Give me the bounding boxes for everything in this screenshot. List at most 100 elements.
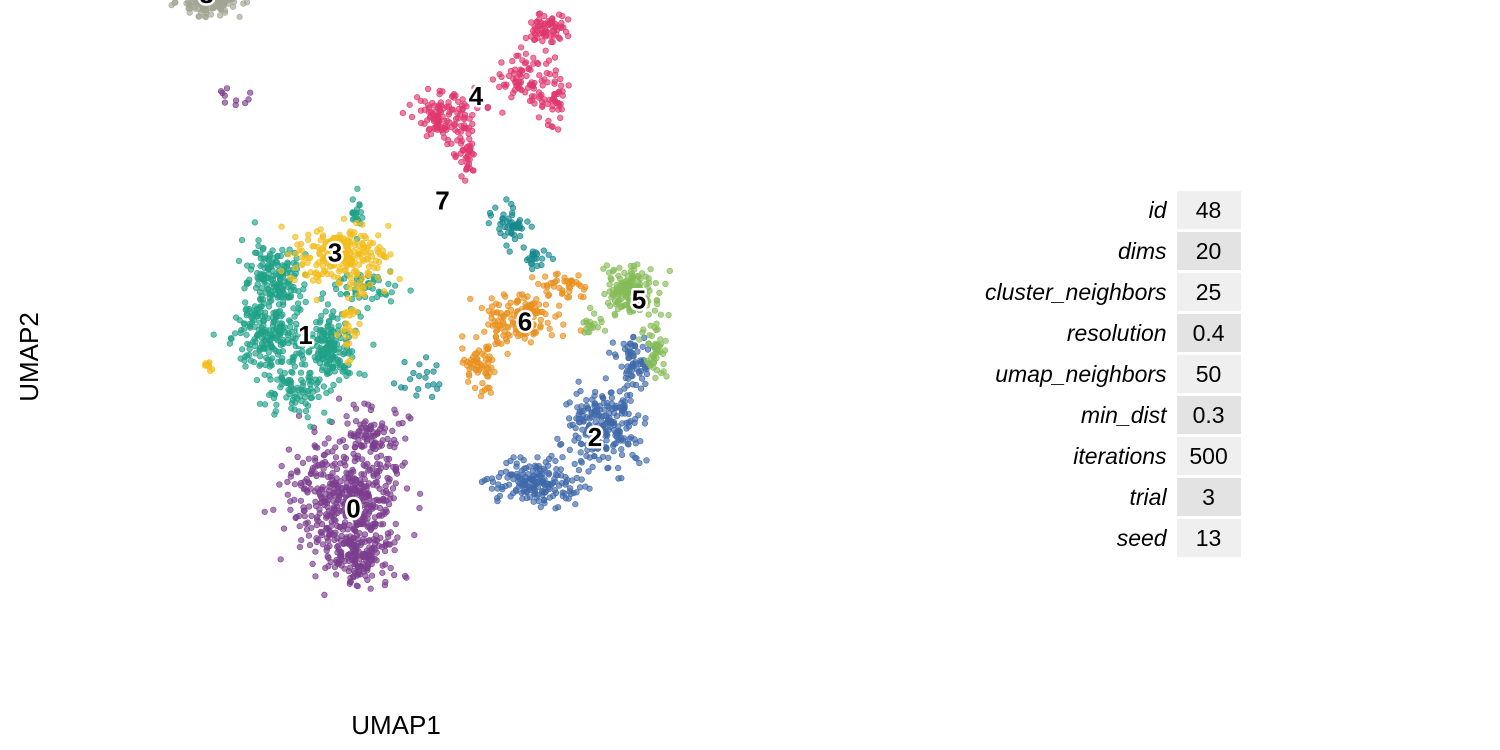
data-point bbox=[625, 441, 632, 448]
data-point bbox=[466, 147, 473, 154]
data-point bbox=[367, 249, 375, 256]
data-point bbox=[320, 258, 327, 265]
data-point bbox=[363, 501, 370, 508]
data-point bbox=[335, 542, 342, 549]
data-point bbox=[277, 368, 284, 375]
data-point bbox=[297, 293, 304, 300]
data-point bbox=[538, 77, 545, 84]
data-point bbox=[387, 564, 394, 572]
data-point bbox=[202, 14, 209, 21]
data-point bbox=[379, 562, 386, 569]
data-point bbox=[383, 254, 390, 261]
data-point bbox=[322, 308, 329, 315]
param-row-trial: trial 3 bbox=[985, 478, 1241, 516]
data-point bbox=[527, 486, 534, 494]
data-point bbox=[262, 362, 269, 369]
data-point bbox=[291, 406, 298, 413]
data-point bbox=[618, 446, 625, 453]
data-point bbox=[556, 284, 563, 292]
param-value: 20 bbox=[1176, 232, 1241, 270]
data-point bbox=[544, 121, 552, 129]
data-point bbox=[251, 219, 258, 226]
data-point bbox=[314, 485, 321, 492]
data-point bbox=[628, 372, 635, 379]
data-point bbox=[569, 421, 576, 428]
data-point bbox=[497, 230, 504, 237]
data-point bbox=[319, 520, 326, 528]
data-point bbox=[501, 328, 508, 336]
data-point bbox=[529, 265, 536, 273]
data-point bbox=[302, 394, 309, 401]
data-point bbox=[537, 472, 544, 479]
data-point bbox=[609, 339, 616, 346]
data-point bbox=[535, 114, 543, 121]
data-point bbox=[270, 260, 277, 267]
data-point bbox=[518, 73, 525, 81]
data-point bbox=[302, 400, 309, 407]
data-point bbox=[316, 506, 323, 513]
data-point bbox=[443, 126, 450, 133]
data-point bbox=[389, 485, 397, 492]
data-point bbox=[645, 298, 652, 305]
data-point bbox=[566, 488, 573, 495]
data-point bbox=[300, 379, 307, 386]
data-point bbox=[583, 397, 590, 404]
data-point bbox=[336, 231, 343, 238]
param-key: iterations bbox=[1073, 442, 1167, 469]
data-point bbox=[564, 32, 572, 40]
data-point bbox=[620, 281, 627, 288]
data-point bbox=[342, 443, 349, 451]
param-row-dims: dims 20 bbox=[985, 232, 1241, 270]
data-point bbox=[399, 109, 407, 117]
data-point bbox=[326, 364, 333, 372]
data-point bbox=[527, 339, 535, 346]
data-point bbox=[377, 521, 384, 528]
cluster-5-points bbox=[580, 261, 673, 382]
data-point bbox=[529, 468, 537, 475]
data-point bbox=[312, 455, 319, 462]
data-point bbox=[357, 209, 365, 216]
data-point bbox=[253, 377, 260, 384]
data-point bbox=[369, 572, 376, 579]
data-point bbox=[413, 392, 420, 399]
data-point bbox=[589, 324, 597, 331]
data-point bbox=[461, 125, 469, 132]
data-point bbox=[262, 345, 269, 352]
data-point bbox=[260, 277, 268, 284]
data-point bbox=[637, 385, 645, 392]
data-point bbox=[367, 425, 375, 432]
data-point bbox=[279, 311, 286, 318]
data-point bbox=[217, 88, 225, 95]
data-point bbox=[524, 218, 531, 225]
data-point bbox=[577, 282, 584, 290]
data-point bbox=[305, 374, 312, 381]
data-point bbox=[359, 495, 366, 502]
data-point bbox=[652, 280, 659, 287]
data-point bbox=[401, 459, 408, 466]
data-point bbox=[489, 478, 497, 486]
data-point bbox=[333, 465, 341, 473]
data-point bbox=[333, 571, 340, 578]
data-point bbox=[330, 353, 337, 360]
data-point bbox=[538, 255, 546, 262]
data-point bbox=[493, 328, 500, 335]
data-point bbox=[297, 369, 305, 376]
data-point bbox=[356, 261, 363, 268]
data-point bbox=[509, 204, 517, 211]
data-point bbox=[354, 253, 361, 260]
data-point bbox=[608, 294, 615, 301]
data-point bbox=[313, 535, 320, 542]
data-point bbox=[558, 290, 566, 297]
data-point bbox=[591, 400, 599, 407]
data-point bbox=[371, 520, 378, 527]
data-point bbox=[589, 463, 596, 471]
data-point bbox=[545, 470, 553, 477]
data-point bbox=[554, 270, 561, 277]
data-point bbox=[326, 483, 333, 490]
data-point bbox=[370, 341, 377, 348]
data-point bbox=[366, 466, 373, 473]
data-point bbox=[474, 104, 481, 112]
data-point bbox=[332, 444, 339, 451]
data-point bbox=[392, 520, 399, 528]
data-point bbox=[339, 437, 347, 444]
